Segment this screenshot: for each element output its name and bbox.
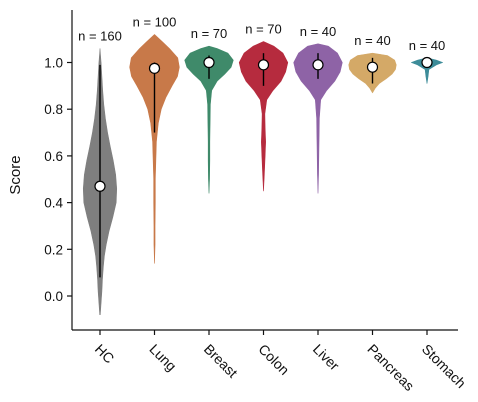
sample-size-labels: n = 160 n = 100 n = 70 n = 70 n = 40 n = 40 n … <box>78 14 445 52</box>
y-tick-label: 1.0 <box>44 56 63 71</box>
n-label-lung: n = 100 <box>133 14 177 29</box>
median-marker-breast <box>203 56 215 69</box>
n-label-liver: n = 40 <box>300 24 337 39</box>
x-tick-label: Colon <box>255 341 292 378</box>
y-axis-label: Score <box>7 155 24 194</box>
violin-colon <box>238 41 289 192</box>
y-tick-label: 0.8 <box>44 102 63 117</box>
median-marker-hc <box>94 180 106 192</box>
x-tick-label: HC <box>92 341 118 367</box>
y-tick-label: 0.6 <box>44 149 63 164</box>
n-label-breast: n = 70 <box>191 26 228 41</box>
median-marker-stomach <box>421 56 433 69</box>
median-marker-pancreas <box>366 61 379 73</box>
median-marker-colon <box>257 59 270 71</box>
x-tick-label: Lung <box>146 341 179 374</box>
n-label-pancreas: n = 40 <box>354 33 391 48</box>
violin-layer <box>82 34 443 315</box>
violin-liver <box>293 43 343 194</box>
x-tick-label: Breast <box>201 341 241 381</box>
y-tick-label: 0.2 <box>44 242 63 257</box>
x-tick-label: Pancreas <box>364 341 417 394</box>
x-ticks: HC Lung Breast Colon Liver Pancreas Stomach <box>92 330 469 394</box>
median-marker-liver <box>312 59 324 71</box>
y-tick-label: 0.4 <box>44 196 63 211</box>
n-label-colon: n = 70 <box>245 21 282 36</box>
y-ticks: 0.0 0.2 0.4 0.6 0.8 1.0 <box>44 56 72 304</box>
y-tick-label: 0.0 <box>44 289 63 304</box>
n-label-stomach: n = 40 <box>409 38 446 53</box>
violin-breast <box>184 45 234 194</box>
axes <box>71 10 458 331</box>
median-marker-lung <box>148 62 161 74</box>
x-tick-label: Stomach <box>419 341 469 391</box>
n-label-hc: n = 160 <box>78 28 122 43</box>
violin-lung <box>129 34 180 264</box>
x-tick-label: Liver <box>310 341 343 374</box>
